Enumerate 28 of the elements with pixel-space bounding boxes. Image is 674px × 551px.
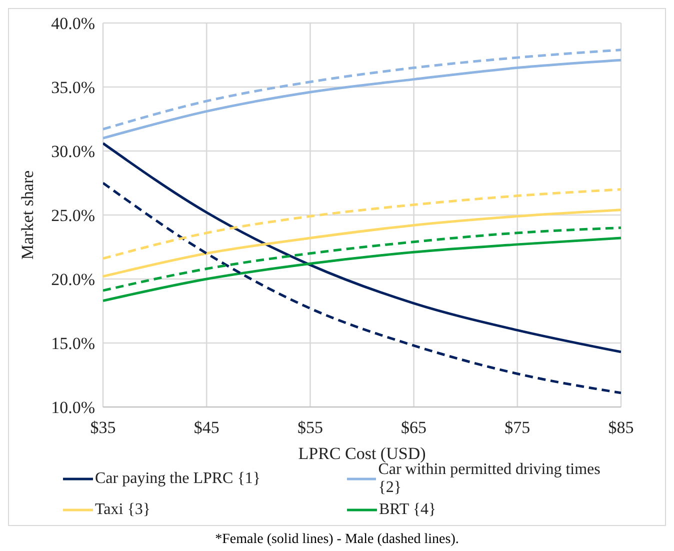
x-tick-label: $45 [194,418,220,438]
line-series [103,236,621,302]
legend-label: Car within permitted driving times {2} [378,461,602,497]
line-series [103,142,621,354]
text: *Female (solid lines) - Male (dashed lines). [214,532,460,548]
x-tick-label: $55 [297,418,323,438]
x-tick-label: $65 [401,418,427,438]
x-tick-label: $35 [90,418,116,438]
line-series [103,208,621,278]
y-tick-label: 25.0% [51,206,95,226]
y-tick-label: 10.0% [51,398,95,418]
legend-label: BRT {4} [379,501,436,519]
line-series [103,226,621,292]
y-tick-label: 40.0% [51,14,95,34]
line-series [103,188,621,260]
y-tick-label: 20.0% [51,270,95,290]
x-tick-label: $75 [504,418,530,438]
y-axis-title: Market share [18,170,38,260]
y-tick-label: 30.0% [51,142,95,162]
legend-label: Car paying the LPRC {1} [95,470,261,488]
y-tick-label: 35.0% [51,78,95,98]
line-series [103,48,621,130]
x-axis-title: LPRC Cost (USD) [298,444,426,463]
line-series [103,58,621,140]
legend-label: Taxi {3} [95,501,151,519]
x-tick-label: $85 [608,418,634,438]
line-series [103,182,621,394]
y-tick-label: 15.0% [51,334,95,354]
